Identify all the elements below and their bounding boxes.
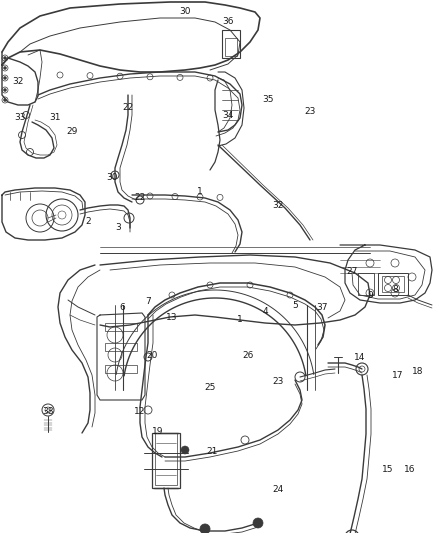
Text: 5: 5 <box>292 301 298 310</box>
Text: 22: 22 <box>134 193 145 203</box>
Bar <box>155 433 177 485</box>
Text: 31: 31 <box>49 114 61 123</box>
Text: 32: 32 <box>12 77 24 86</box>
Text: 1: 1 <box>197 188 203 197</box>
Circle shape <box>4 67 7 69</box>
Text: 23: 23 <box>304 108 316 117</box>
Text: 1: 1 <box>237 316 243 325</box>
Text: 36: 36 <box>222 18 234 27</box>
Bar <box>105 343 137 351</box>
Text: 17: 17 <box>392 370 404 379</box>
Text: 13: 13 <box>166 313 178 322</box>
Text: 23: 23 <box>272 377 284 386</box>
Text: 18: 18 <box>412 367 424 376</box>
Text: 9: 9 <box>367 290 373 300</box>
Text: 4: 4 <box>262 308 268 317</box>
Bar <box>105 323 137 331</box>
Text: 16: 16 <box>404 465 416 474</box>
Text: 24: 24 <box>272 486 284 495</box>
Bar <box>105 365 137 373</box>
Bar <box>378 273 408 295</box>
Text: 2: 2 <box>85 217 91 227</box>
Bar <box>358 273 374 295</box>
Circle shape <box>253 518 263 528</box>
Text: 12: 12 <box>134 408 146 416</box>
Circle shape <box>4 56 7 60</box>
Text: 21: 21 <box>206 448 218 456</box>
Text: 27: 27 <box>346 268 358 277</box>
Text: 14: 14 <box>354 353 366 362</box>
Circle shape <box>4 99 7 101</box>
Circle shape <box>181 446 189 454</box>
Text: 29: 29 <box>66 127 78 136</box>
Bar <box>152 433 180 488</box>
Text: 20: 20 <box>146 351 158 359</box>
Text: 30: 30 <box>179 7 191 17</box>
Text: 26: 26 <box>242 351 254 359</box>
Text: 3: 3 <box>115 223 121 232</box>
Text: 8: 8 <box>392 286 398 295</box>
Text: 30: 30 <box>106 174 118 182</box>
Circle shape <box>4 77 7 79</box>
Circle shape <box>4 88 7 92</box>
Text: 22: 22 <box>122 103 134 112</box>
Text: 33: 33 <box>14 114 26 123</box>
Circle shape <box>200 524 210 533</box>
Text: 38: 38 <box>42 408 54 416</box>
Bar <box>382 276 404 292</box>
Bar <box>225 38 237 56</box>
Text: 15: 15 <box>382 465 394 474</box>
Text: 32: 32 <box>272 200 284 209</box>
Text: 37: 37 <box>316 303 328 312</box>
Text: 34: 34 <box>223 110 234 119</box>
Text: 25: 25 <box>204 384 215 392</box>
Text: 6: 6 <box>119 303 125 312</box>
Text: 7: 7 <box>145 297 151 306</box>
Text: 35: 35 <box>262 95 274 104</box>
Bar <box>222 30 240 58</box>
Text: 19: 19 <box>152 427 164 437</box>
